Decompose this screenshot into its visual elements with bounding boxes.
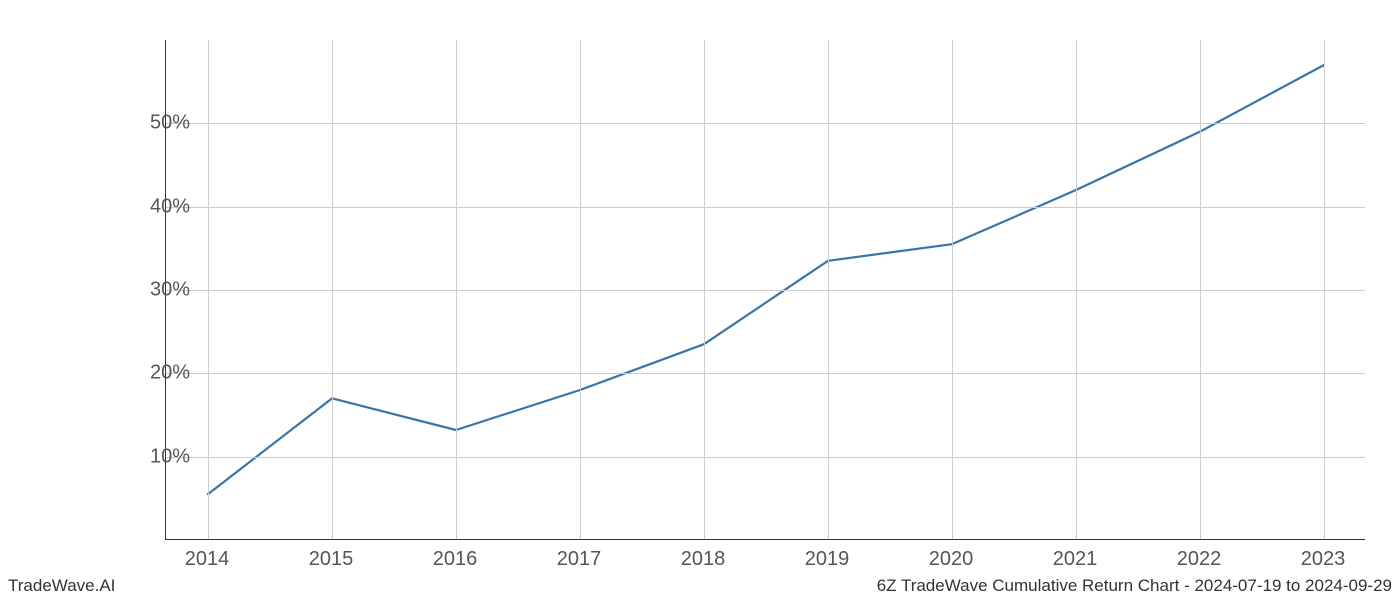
x-tick-label: 2016: [433, 548, 478, 571]
x-tick-label: 2021: [1053, 548, 1098, 571]
grid-line-horizontal: [166, 207, 1365, 208]
chart-container: [165, 40, 1365, 540]
grid-line-horizontal: [166, 457, 1365, 458]
x-tick-label: 2015: [309, 548, 354, 571]
y-tick-label: 30%: [120, 279, 190, 302]
y-tick-label: 40%: [120, 195, 190, 218]
x-tick-label: 2018: [681, 548, 726, 571]
grid-line-horizontal: [166, 123, 1365, 124]
footer-right-text: 6Z TradeWave Cumulative Return Chart - 2…: [877, 576, 1392, 596]
x-tick-label: 2022: [1177, 548, 1222, 571]
grid-line-horizontal: [166, 373, 1365, 374]
y-tick-label: 20%: [120, 362, 190, 385]
y-tick-label: 10%: [120, 445, 190, 468]
y-tick-label: 50%: [120, 112, 190, 135]
x-tick-label: 2019: [805, 548, 850, 571]
return-line: [208, 65, 1324, 494]
grid-line-horizontal: [166, 290, 1365, 291]
x-tick-label: 2017: [557, 548, 602, 571]
x-tick-label: 2020: [929, 548, 974, 571]
x-tick-label: 2014: [185, 548, 230, 571]
plot-area: [165, 40, 1365, 540]
x-tick-label: 2023: [1301, 548, 1346, 571]
footer-left-text: TradeWave.AI: [8, 576, 115, 596]
